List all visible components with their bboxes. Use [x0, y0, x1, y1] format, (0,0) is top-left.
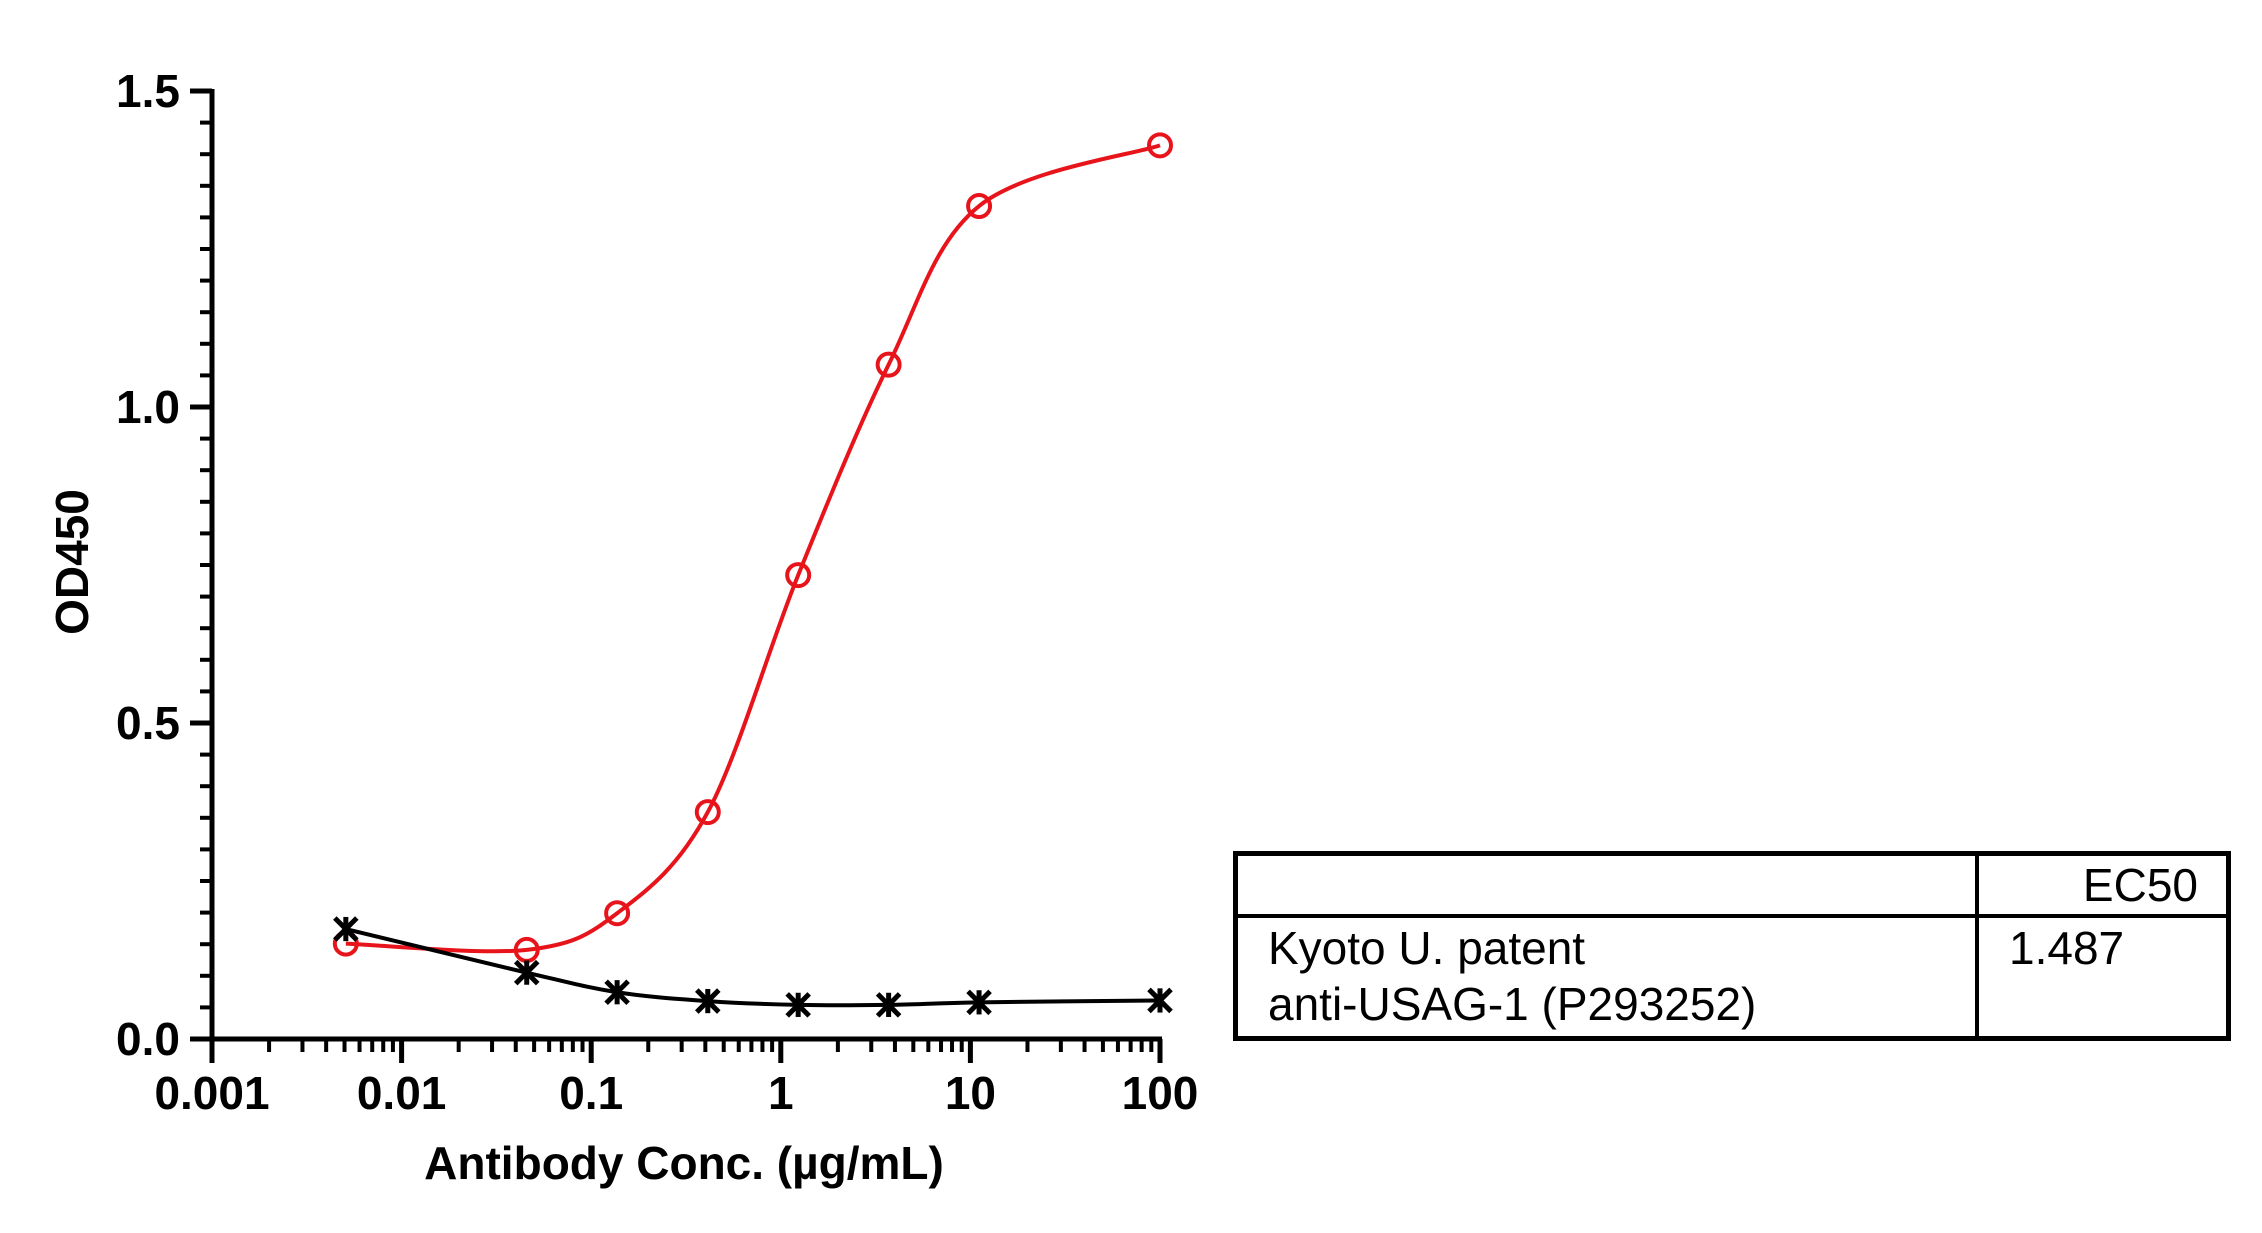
- x-tick-label: 10: [945, 1067, 996, 1119]
- fit-curves: [345, 143, 1161, 1008]
- y-tick-label: 0.5: [116, 697, 180, 749]
- data-point-circle: [604, 900, 631, 927]
- data-markers: [332, 132, 1173, 1018]
- table-row-value: 1.487: [2009, 922, 2125, 974]
- data-point-circle: [694, 799, 721, 826]
- table-corner-cell: [1238, 856, 1979, 918]
- fit-curve-series-2: [345, 927, 1161, 1008]
- y-tick-label: 1.5: [116, 65, 180, 117]
- x-axis-title: Antibody Conc. (µg/mL): [424, 1137, 944, 1189]
- axes: 0.0 0.5 1.0 1.5 0.001 0.01 0.1 1 10 100: [116, 65, 1198, 1119]
- data-point-star: [695, 988, 721, 1014]
- table-row-label-line2: anti-USAG-1 (P293252): [1268, 978, 1757, 1030]
- ec50-table: EC50 Kyoto U. patent anti-USAG-1 (P29325…: [1233, 851, 2231, 1041]
- x-tick-label: 0.1: [559, 1067, 623, 1119]
- y-axis-title: OD450: [46, 489, 98, 635]
- data-point-circle: [785, 562, 812, 589]
- table-header-ec50: EC50: [1979, 856, 2226, 918]
- x-tick-label: 100: [1122, 1067, 1199, 1119]
- data-point-star: [513, 959, 540, 986]
- y-tick-label: 0.0: [116, 1013, 180, 1065]
- x-tick-label: 0.01: [357, 1067, 447, 1119]
- table-row-label: Kyoto U. patent anti-USAG-1 (P293252): [1238, 918, 1979, 1036]
- table-row-label-line1: Kyoto U. patent: [1268, 922, 1586, 974]
- data-point-star: [1147, 987, 1173, 1014]
- x-tick-label: 1: [768, 1067, 794, 1119]
- x-tick-label: 0.001: [154, 1067, 269, 1119]
- y-tick-label: 1.0: [116, 381, 180, 433]
- fit-curve-series-1: [345, 143, 1161, 954]
- data-point-circle: [966, 193, 993, 220]
- data-point-circle: [875, 351, 902, 378]
- data-point-star: [333, 916, 359, 942]
- data-point-star: [604, 979, 630, 1005]
- data-point-star: [966, 989, 992, 1016]
- data-point-star: [785, 992, 811, 1018]
- data-point-star: [875, 992, 902, 1018]
- data-point-circle: [1147, 132, 1173, 159]
